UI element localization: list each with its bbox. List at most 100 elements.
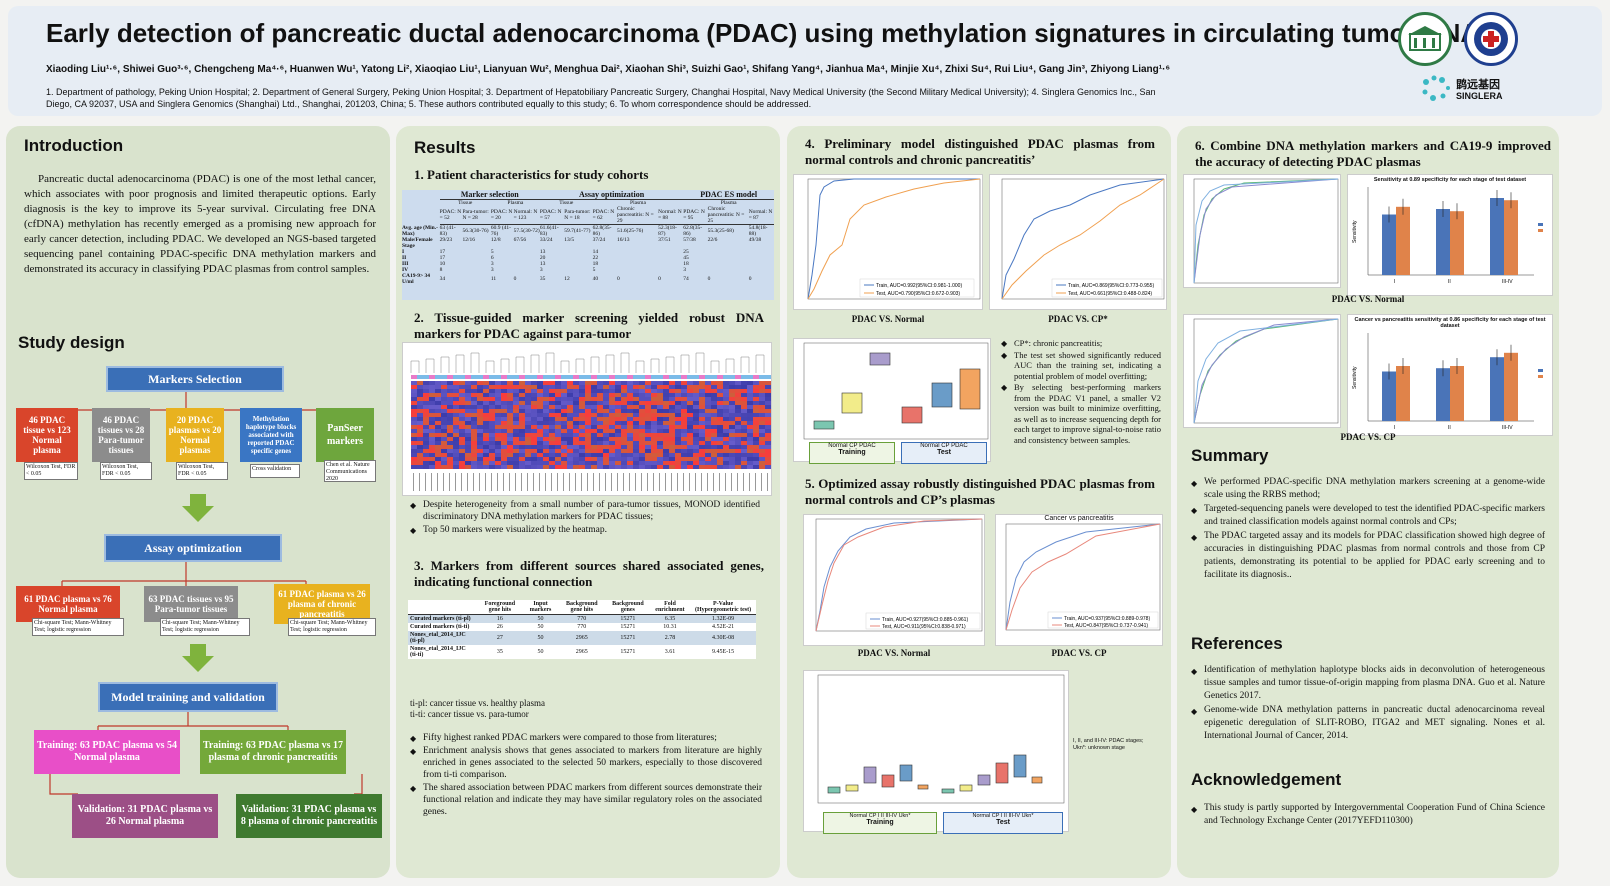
s2-box-2: 63 PDAC tissues vs 95 Para-tumor tissues xyxy=(144,586,238,622)
table-cell: 12/8 xyxy=(490,237,501,243)
table-cell: Male/Female xyxy=(402,237,433,243)
bar-ylabel: Sensitivity xyxy=(1352,366,1358,389)
s3-box-2: Training: 63 PDAC plasma vs 17 plasma of… xyxy=(200,730,346,774)
sec4-bullet: The test set showed significantly reduce… xyxy=(1001,350,1161,382)
table-cell: 51.6(25-76) xyxy=(617,228,644,234)
legend-train: Train, AUC=0.927(95%CI:0.885-0.961) xyxy=(882,617,968,623)
summary-heading: Summary xyxy=(1191,446,1269,465)
table-cell: 37/24 xyxy=(592,237,606,243)
table-col-header: Background genes xyxy=(605,600,650,615)
table-cell: 3 xyxy=(539,267,543,273)
table-cell: IV xyxy=(402,267,409,273)
t3-note: ti-pl: cancer tissue vs. healthy plasma xyxy=(410,698,545,708)
table-cell: 2965 xyxy=(575,635,588,641)
table-cell: 61.6(41-83) xyxy=(539,225,559,237)
summary-bullet: We performed PDAC-specific DNA methylati… xyxy=(1191,476,1545,502)
table-cell: 4.52E-21 xyxy=(711,624,735,630)
table-cell: 13 xyxy=(539,249,546,255)
table-col-header xyxy=(408,600,477,615)
table-col-header: Chronic pancreatitis: N = 25 xyxy=(707,206,749,225)
table-subgroup: Tissue xyxy=(559,200,574,206)
table-cell: 18 xyxy=(683,261,689,267)
boxplot-v2-training-group: Normal CP I II III-IV Ukn* Training xyxy=(823,812,937,834)
bar xyxy=(1436,368,1450,421)
s1-box-1: 46 PDAC tissue vs 123 Normal plasma xyxy=(16,408,78,462)
s1-note-3: Wilcoxon Test, FDR < 0.05 xyxy=(176,462,228,480)
results-heading: Results xyxy=(414,138,476,157)
table-col-header: PDAC: N = 20 xyxy=(490,206,514,225)
r3-bullets: Fifty highest ranked PDAC markers were c… xyxy=(410,732,762,819)
roc-pdac-normal-v2: Train, AUC=0.927(95%CI:0.885-0.961) Test,… xyxy=(803,514,985,646)
table-cell: 40 xyxy=(592,276,599,282)
table-subgroup: Plasma xyxy=(507,200,524,206)
intro-text: Pancreatic ductal adenocarcinoma (PDAC) … xyxy=(24,173,376,275)
table-col-header: Fold enrichment xyxy=(649,600,691,615)
boxplot-v2-test-group: Normal CP I II III-IV Ukn* Test xyxy=(943,812,1063,834)
ack-heading: Acknowledgement xyxy=(1191,770,1342,789)
column-combined: 6. Combine DNA methylation markers and C… xyxy=(1177,126,1559,878)
s3-box-1: Training: 63 PDAC plasma vs 54 Normal pl… xyxy=(34,730,180,774)
table-cell: 59.7(41-77) xyxy=(564,228,591,234)
table-cell: III xyxy=(402,261,409,267)
r3-bullet: The shared association between PDAC mark… xyxy=(410,782,762,818)
table-row: CA19-9> 34 U/ml 34 11 0 35 12 40 0 0 74 0 0 xyxy=(402,273,774,285)
s2-box-3: 61 PDAC plasma vs 26 plasma of chronic p… xyxy=(274,584,370,624)
s1-box-2: 46 PDAC tissues vs 28 Para-tumor tissues xyxy=(92,408,150,462)
table-row: III 10 3 13 18 18 xyxy=(402,261,774,267)
roc-pdac-cp-v2: Cancer vs pancreatitis Train, AUC=0.937(… xyxy=(995,514,1163,646)
table-cell: 3 xyxy=(490,267,494,273)
table-cell: 29/23 xyxy=(439,237,453,243)
smmu-logo xyxy=(1464,12,1518,66)
singlera-logo: 鹍远基因 SINGLERA xyxy=(1420,74,1530,108)
table-cell: 17 xyxy=(439,249,446,255)
table-cell: 49/38 xyxy=(748,237,762,243)
bar-combined-normal: Sensitivity at 0.89 specificity for each… xyxy=(1347,174,1553,296)
legend-train: Train, AUC=0.937(95%CI:0.889-0.978) xyxy=(1064,616,1150,622)
box-note: I, II, and III-IV: PDAC stages; xyxy=(1073,738,1144,744)
r2-bullet: Despite heterogeneity from a small numbe… xyxy=(410,499,760,523)
box-training-label: Training xyxy=(838,449,866,456)
table-cell: II xyxy=(402,255,407,261)
s2-note-1: Chi-square Test; Mann-Whitney Test; logi… xyxy=(32,618,124,636)
box-training-label: Training xyxy=(866,819,894,826)
column-introduction: Introduction Pancreatic ductal adenocarc… xyxy=(6,126,390,878)
boxplot-v1 xyxy=(793,338,991,462)
table-cell: 15271 xyxy=(620,624,636,630)
table-row: Curated markers (ti-ti) 26 50 770 15271 10.31… xyxy=(408,623,756,631)
bar-title: Sensitivity at 0.89 specificity for each… xyxy=(1373,177,1527,183)
column-models: 4. Preliminary model distinguished PDAC … xyxy=(787,126,1171,878)
results-r2-heading: 2. Tissue-guided marker screening yielde… xyxy=(414,310,764,341)
table-cell: 2.78 xyxy=(664,635,676,641)
sec4-caption-1: PDAC VS. Normal xyxy=(851,314,925,324)
roc-combined-cp xyxy=(1183,314,1341,428)
table-cell: 52.3(18-87) xyxy=(658,225,677,237)
sec4-bullets: CP*: chronic pancreatitis; The test set … xyxy=(1001,338,1161,446)
table-row: II 17 6 20 22 45 xyxy=(402,255,774,261)
legend-train: Train, AUC=0.869(95%CI:0.773-0.955) xyxy=(1068,283,1154,289)
table-cell: 15271 xyxy=(620,616,636,622)
table-col-header: PDAC: N = 62 xyxy=(592,206,618,225)
table-cell: 0 xyxy=(513,276,517,282)
s1-box-4: Methylation haplotype blocks associated … xyxy=(240,408,302,462)
table-cell: 37/51 xyxy=(658,237,671,243)
roc-pdac-cp-v1: Train, AUC=0.869(95%CI:0.773-0.955) Test,… xyxy=(989,174,1167,310)
s1-box-3: 20 PDAC plasmas vs 20 Normal plasmas xyxy=(166,408,224,462)
table-cell: 2965 xyxy=(575,649,588,655)
table-cell: 67/56 xyxy=(513,237,527,243)
table-cell: 50 xyxy=(537,624,544,630)
table-subgroup: Plasma xyxy=(630,200,646,206)
table-cell: 5 xyxy=(490,249,494,255)
box-test-label: Test xyxy=(937,449,951,456)
ack-text: This study is partly supported by Interg… xyxy=(1191,802,1545,828)
table-cell: 6 xyxy=(490,255,494,261)
sec4-bullet: By selecting best-performing markers fro… xyxy=(1001,382,1161,445)
s3-box-3: Validation: 31 PDAC plasma vs 26 Normal … xyxy=(72,794,218,838)
table-cell: 18 xyxy=(592,261,599,267)
sec5-heading: 5. Optimized assay robustly distinguishe… xyxy=(805,476,1155,507)
s1-note-5: Chen et al. Nature Communications 2020 xyxy=(324,460,376,482)
table-cell: 74 xyxy=(683,276,689,282)
bar-tick: II xyxy=(1448,425,1451,431)
table-cell: 9.45E-15 xyxy=(711,649,735,655)
reference-list: Identification of methylation haplotype … xyxy=(1191,664,1545,744)
boxplot-v2 xyxy=(803,670,1069,832)
